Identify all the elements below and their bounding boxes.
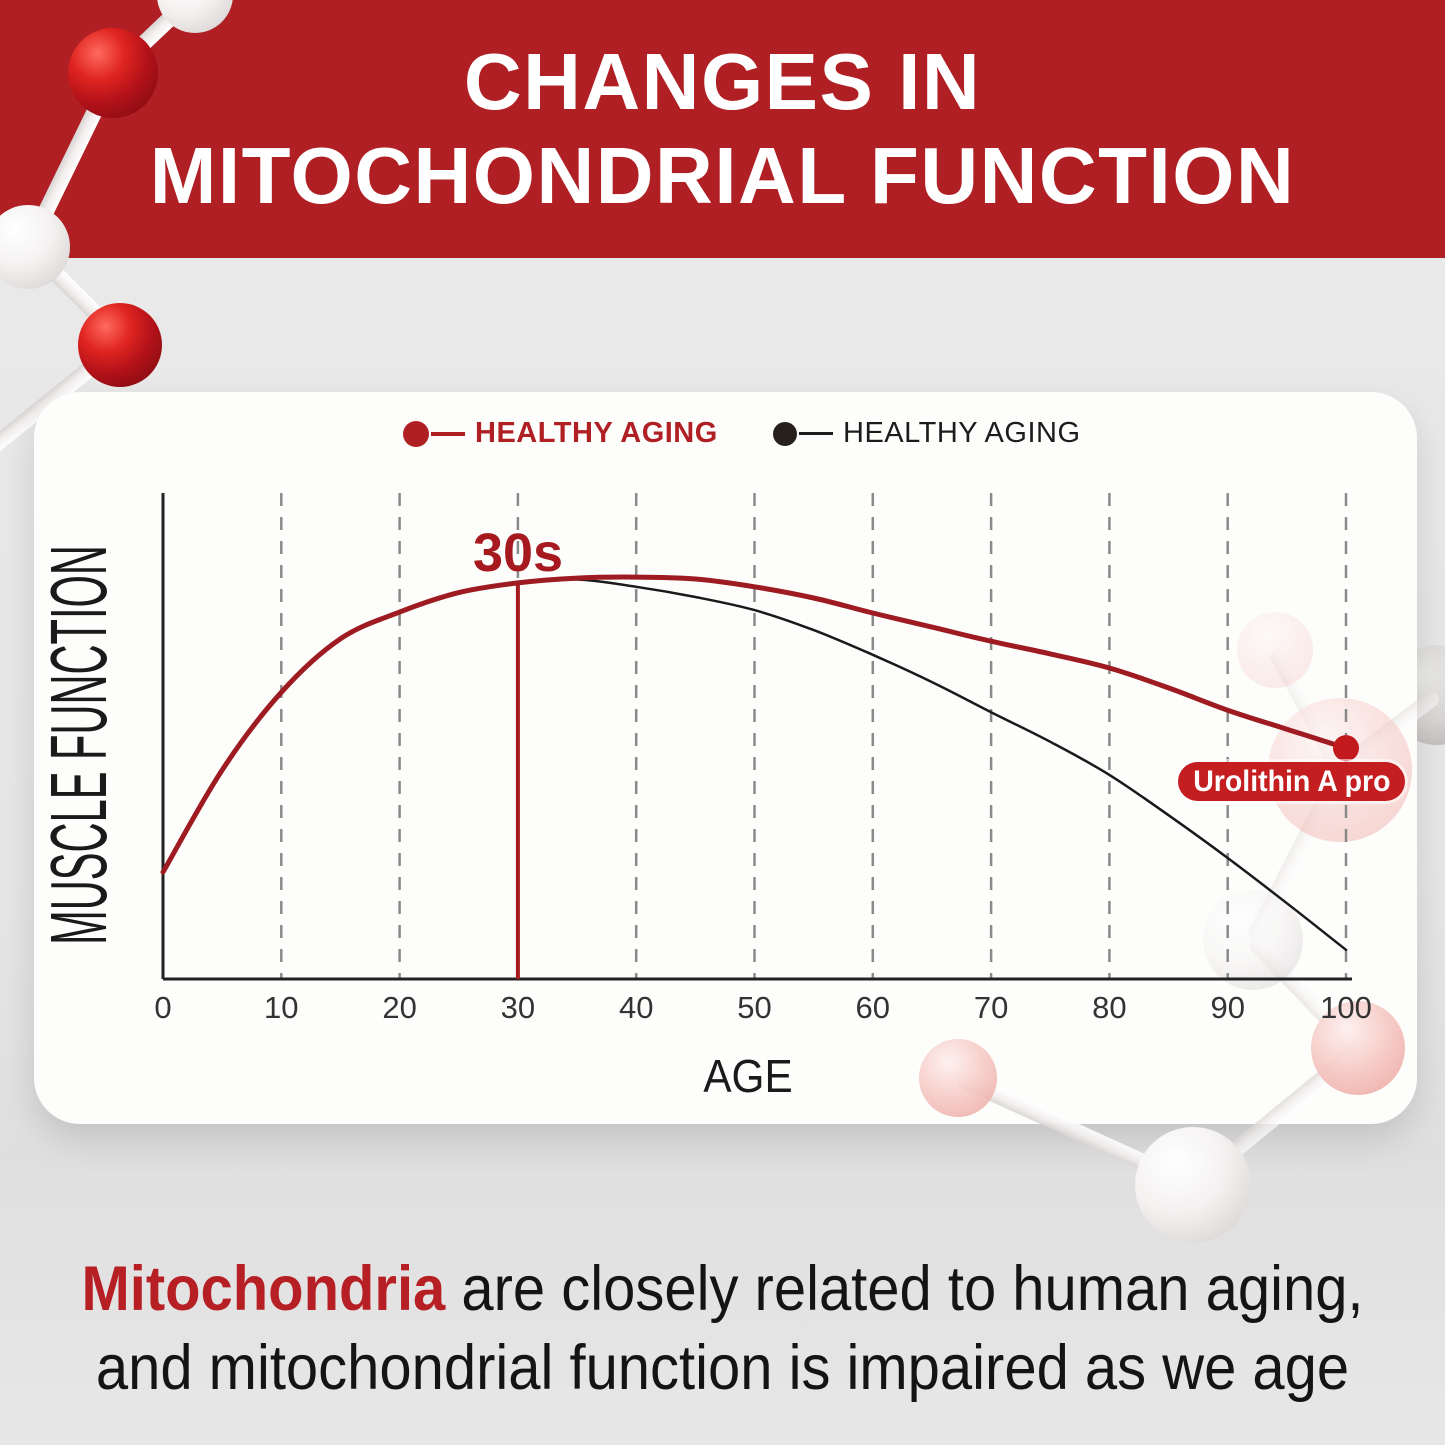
urolithin-badge: Urolithin A pro	[1178, 762, 1405, 801]
legend-dot-black-icon	[773, 421, 797, 446]
legend-item-healthy-aging-black: HEALTHY AGING	[773, 417, 1081, 450]
footer-line1: Mitochondria are closely related to huma…	[58, 1250, 1387, 1329]
molecule-atom-white	[1135, 1127, 1251, 1243]
chart-card	[34, 392, 1417, 1124]
legend-line-red-icon	[431, 431, 465, 436]
molecule-atom-pink	[1237, 612, 1313, 688]
legend-dot-red-icon	[403, 420, 429, 447]
molecule-atom-pink	[1311, 1001, 1405, 1095]
footer-highlight: Mitochondria	[81, 1254, 446, 1324]
title-banner: CHANGES IN MITOCHONDRIAL FUNCTION	[0, 0, 1445, 258]
footer-line1-rest: are closely related to human aging,	[445, 1254, 1364, 1324]
molecule-atom-pink	[919, 1039, 997, 1117]
legend-label: HEALTHY AGING	[843, 417, 1081, 449]
page-title-line1: CHANGES IN	[463, 37, 982, 126]
legend-line-black-icon	[799, 432, 833, 435]
urolithin-badge-label: Urolithin A pro	[1192, 764, 1391, 798]
footer-line2: and mitochondrial function is impaired a…	[95, 1333, 1350, 1403]
molecule-atom-red	[78, 303, 162, 387]
molecule-atom-white	[0, 205, 70, 289]
legend-label: HEALTHY AGING	[475, 417, 718, 449]
molecule-atom-red	[68, 28, 158, 118]
peak-age-annotation: 30s	[472, 523, 564, 583]
footer-caption: Mitochondria are closely related to huma…	[0, 1250, 1445, 1408]
page-title-line2: MITOCHONDRIAL FUNCTION	[149, 131, 1296, 220]
legend-item-healthy-aging-red: HEALTHY AGING	[403, 417, 718, 450]
molecule-atom-white	[1203, 890, 1303, 990]
